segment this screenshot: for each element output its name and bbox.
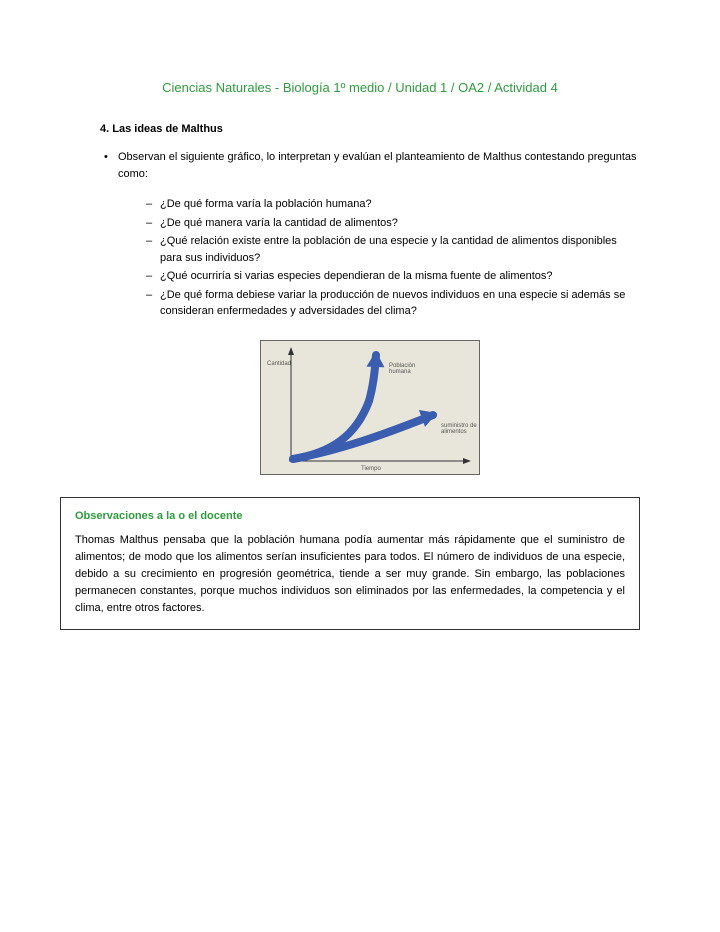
- observations-box: Observaciones a la o el docente Thomas M…: [60, 497, 640, 630]
- chart-container: Cantidad Población humana suministro de …: [100, 340, 640, 475]
- page-container: Ciencias Naturales - Biología 1º medio /…: [0, 0, 720, 670]
- list-item: ¿Qué relación existe entre la población …: [146, 233, 640, 266]
- page-header: Ciencias Naturales - Biología 1º medio /…: [60, 80, 660, 95]
- observations-title: Observaciones a la o el docente: [75, 510, 625, 522]
- y-axis-label: Cantidad: [267, 361, 291, 367]
- question-list: ¿De qué forma varía la población humana?…: [100, 196, 640, 320]
- section-title: 4. Las ideas de Malthus: [100, 123, 640, 135]
- malthus-chart: Cantidad Población humana suministro de …: [260, 340, 480, 475]
- list-item: ¿De qué forma debiese variar la producci…: [146, 287, 640, 320]
- content-block: 4. Las ideas de Malthus Observan el sigu…: [60, 123, 660, 475]
- intro-text: Observan el siguiente gráfico, lo interp…: [118, 149, 640, 182]
- observations-body: Thomas Malthus pensaba que la población …: [75, 532, 625, 617]
- list-item: ¿Qué ocurriría si varias especies depend…: [146, 268, 640, 285]
- section-title-text: Las ideas de Malthus: [112, 123, 223, 135]
- section-number: 4.: [100, 123, 109, 135]
- x-axis-label: Tiempo: [361, 466, 381, 472]
- header-text: Ciencias Naturales - Biología 1º medio /…: [162, 80, 558, 95]
- list-item: ¿De qué manera varía la cantidad de alim…: [146, 215, 640, 232]
- list-item: ¿De qué forma varía la población humana?: [146, 196, 640, 213]
- curve1-label: Población humana: [389, 363, 429, 375]
- chart-svg: [261, 341, 481, 476]
- curve2-label: suministro de alimentos: [441, 423, 479, 435]
